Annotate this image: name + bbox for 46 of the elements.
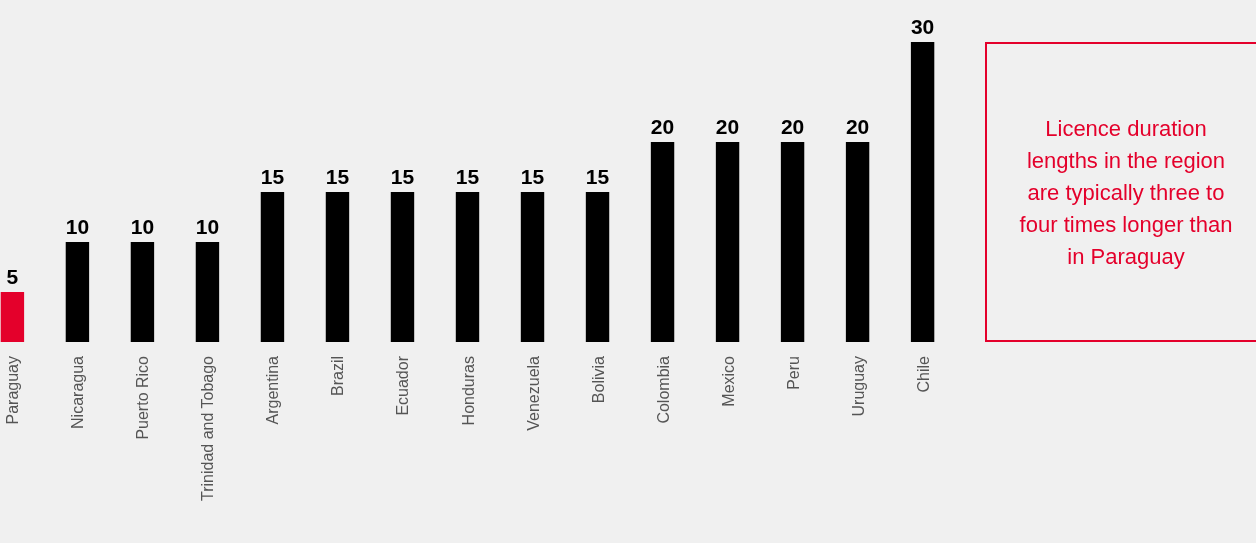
- data-label: 15: [260, 165, 285, 188]
- bar: [845, 142, 870, 342]
- data-label: 5: [6, 265, 19, 288]
- data-label: 15: [325, 165, 350, 188]
- data-label: 20: [780, 115, 805, 138]
- x-tick-label: Brazil: [329, 356, 347, 397]
- bar: [130, 242, 155, 342]
- x-tick-label: Peru: [784, 356, 802, 390]
- bar: [455, 192, 480, 342]
- data-label: 10: [195, 215, 220, 238]
- x-tick-label: Venezuela: [524, 355, 542, 431]
- x-tick-label: Chile: [914, 355, 932, 393]
- x-tick-label: Argentina: [264, 355, 282, 425]
- text: Licence duration lengths in the region are typically three to four times longer than in Paraguay: [1019, 116, 1233, 269]
- data-label: 15: [585, 165, 610, 188]
- data-label: 20: [650, 115, 675, 138]
- data-label: 15: [455, 165, 480, 188]
- x-tick-label: Bolivia: [589, 355, 607, 404]
- bar: [650, 142, 675, 342]
- data-label: 15: [390, 165, 415, 188]
- bar: [260, 192, 285, 342]
- data-label: 15: [520, 165, 545, 188]
- bar: [0, 292, 25, 342]
- data-label: 10: [130, 215, 155, 238]
- bar: [195, 242, 220, 342]
- bar: [325, 192, 350, 342]
- data-label: 20: [845, 115, 870, 138]
- data-label: 30: [910, 15, 935, 38]
- x-tick-label: Mexico: [719, 355, 737, 407]
- x-tick-label: Nicaragua: [69, 355, 87, 429]
- bar: [390, 192, 415, 342]
- x-tick-label: Uruguay: [849, 356, 867, 417]
- x-tick-label: Colombia: [654, 355, 672, 424]
- data-label: 20: [715, 115, 740, 138]
- data-label: 10: [65, 215, 90, 238]
- bar: [520, 192, 545, 342]
- x-tick-label: Trinidad and Tobago: [199, 355, 217, 501]
- x-tick-label: Honduras: [459, 356, 477, 426]
- bar: [585, 192, 610, 342]
- bar: [780, 142, 805, 342]
- bar: [715, 142, 740, 342]
- bar: [65, 242, 90, 342]
- bar: [910, 42, 935, 342]
- x-tick-label: Puerto Rico: [134, 355, 152, 440]
- x-tick-label: Ecuador: [394, 355, 412, 416]
- x-tick-label: Paraguay: [4, 356, 22, 425]
